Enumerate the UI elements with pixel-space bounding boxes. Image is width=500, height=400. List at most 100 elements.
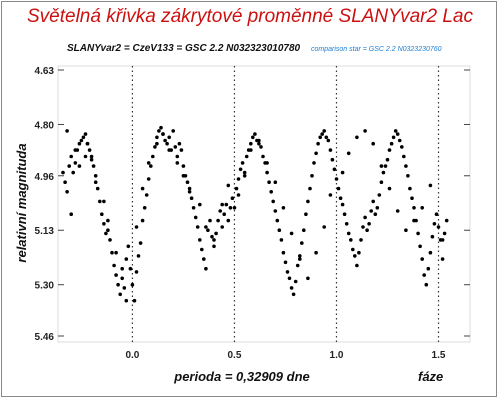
y-axis-label: relativní magnituda (14, 143, 29, 262)
data-point (400, 145, 404, 149)
data-point (93, 180, 98, 184)
data-point (395, 209, 400, 213)
data-point (218, 209, 222, 213)
data-point (279, 238, 284, 242)
data-point (171, 129, 175, 133)
data-point (332, 167, 337, 172)
x-axis-label: perioda = 0,32909 dne (173, 369, 309, 384)
data-point (430, 234, 435, 239)
data-point (371, 199, 376, 204)
data-point (251, 135, 255, 140)
data-point (220, 202, 224, 207)
data-point (232, 206, 237, 210)
data-point (436, 225, 441, 229)
data-point (106, 228, 110, 232)
data-point (204, 225, 208, 229)
data-point (73, 148, 78, 152)
data-point (181, 164, 186, 168)
data-point (83, 154, 88, 159)
data-point (346, 151, 351, 156)
data-point (287, 276, 292, 281)
data-point (367, 222, 371, 226)
data-point (330, 157, 335, 162)
data-point (387, 186, 392, 191)
data-point (124, 298, 129, 303)
data-point (124, 257, 129, 261)
data-point (185, 180, 190, 184)
data-point (189, 196, 194, 200)
data-point (120, 276, 124, 281)
data-point (191, 206, 196, 210)
data-point (424, 282, 429, 287)
data-point (122, 286, 127, 290)
data-point (130, 282, 135, 287)
data-point (112, 263, 116, 268)
data-point (98, 199, 102, 204)
data-point (281, 206, 286, 210)
data-point (61, 170, 65, 175)
data-point (289, 286, 294, 290)
data-point (318, 135, 323, 140)
data-point (204, 266, 208, 271)
data-point (77, 141, 82, 146)
data-point (326, 138, 331, 143)
x-tick-label: 0.0 (125, 350, 139, 361)
data-point (238, 167, 243, 172)
data-point (300, 241, 304, 245)
y-tick-label: 4.80 (35, 120, 55, 131)
data-point (432, 222, 437, 226)
data-point (351, 247, 355, 252)
data-point (397, 138, 402, 143)
data-point (155, 135, 159, 140)
data-point (269, 190, 274, 194)
data-point (240, 161, 245, 165)
data-point (257, 141, 261, 146)
data-point (181, 174, 186, 178)
data-point (387, 148, 392, 152)
data-point (63, 180, 67, 184)
data-point (444, 218, 449, 223)
data-point (159, 125, 163, 130)
data-point (161, 132, 165, 136)
data-point (393, 129, 398, 133)
data-point (110, 250, 114, 255)
data-point (391, 135, 396, 140)
data-point (226, 183, 231, 188)
data-point (395, 132, 400, 136)
data-point (114, 273, 118, 277)
data-point (242, 174, 247, 178)
data-point (322, 225, 327, 229)
data-point (404, 228, 408, 232)
data-points (61, 125, 449, 303)
data-point (408, 186, 412, 191)
data-point (236, 193, 241, 197)
data-point (306, 276, 310, 281)
data-point (261, 154, 265, 159)
data-point (359, 238, 363, 242)
data-point (412, 218, 416, 223)
data-point (212, 238, 216, 242)
data-point (336, 186, 341, 191)
data-point (214, 231, 218, 236)
data-point (134, 225, 139, 229)
data-point (69, 154, 73, 159)
data-point (328, 193, 333, 197)
data-point (173, 145, 178, 149)
data-point (95, 186, 100, 191)
data-point (230, 196, 235, 200)
data-point (283, 260, 288, 265)
data-point (93, 174, 98, 178)
data-point (104, 231, 108, 236)
data-point (320, 132, 325, 136)
data-point (406, 174, 410, 178)
y-axis-ticks: 4.63 4.80 4.96 5.13 5.30 5.46 (35, 66, 470, 343)
data-point (198, 202, 202, 207)
data-point (153, 145, 157, 149)
data-point (346, 231, 351, 236)
data-point (289, 231, 294, 236)
data-point (195, 225, 200, 229)
data-point (267, 180, 271, 184)
y-tick-label: 5.30 (35, 281, 55, 292)
data-point (146, 177, 151, 181)
